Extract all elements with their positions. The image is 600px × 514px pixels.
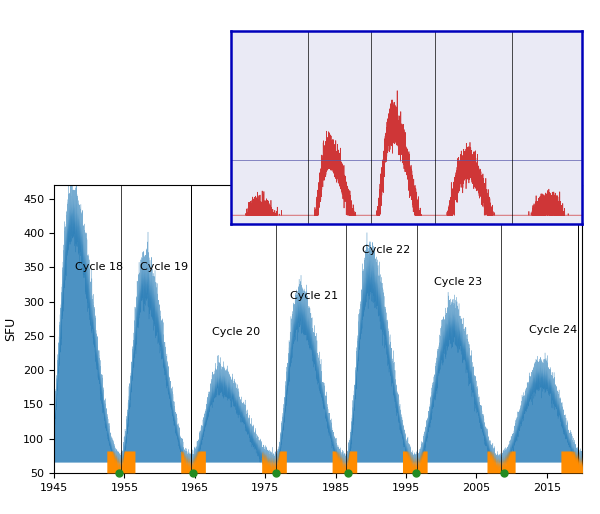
Point <box>411 469 421 477</box>
Point <box>115 469 124 477</box>
Text: Cycle 22: Cycle 22 <box>362 245 410 255</box>
Point <box>499 469 509 477</box>
Text: Cycle 20: Cycle 20 <box>212 327 260 337</box>
Point <box>271 469 281 477</box>
Point <box>343 469 353 477</box>
Text: Cycle 21: Cycle 21 <box>290 291 338 301</box>
Text: Cycle 24: Cycle 24 <box>529 325 577 335</box>
Point <box>188 469 197 477</box>
Text: Cycle 23: Cycle 23 <box>434 278 482 287</box>
Y-axis label: SFU: SFU <box>5 317 17 341</box>
Text: Cycle 19: Cycle 19 <box>140 262 188 272</box>
Text: Cycle 18: Cycle 18 <box>75 262 123 272</box>
